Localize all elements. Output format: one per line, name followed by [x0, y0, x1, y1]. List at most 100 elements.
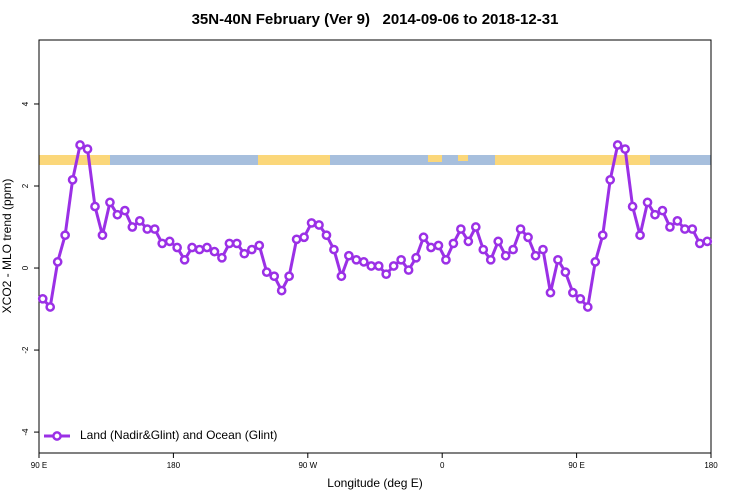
data-point: [254, 240, 265, 251]
data-point: [179, 254, 190, 265]
data-point: [276, 285, 287, 296]
data-point: [470, 222, 481, 232]
data-point: [388, 261, 399, 271]
data-point: [448, 238, 459, 249]
data-point: [105, 197, 115, 208]
data-point: [149, 224, 160, 234]
data-point: [515, 224, 526, 234]
data-point: [291, 234, 302, 245]
data-point: [441, 254, 451, 265]
data-point: [52, 257, 63, 267]
data-point: [157, 238, 168, 249]
legend-label: Land (Nadir&Glint) and Ocean (Glint): [80, 428, 277, 442]
data-point: [75, 140, 85, 150]
data-point: [306, 218, 317, 228]
data-point: [694, 238, 705, 249]
x-tick-label: 90 E: [568, 461, 584, 470]
x-axis-label: Longitude (deg E): [327, 476, 422, 490]
data-point: [269, 271, 280, 282]
data-point: [568, 287, 578, 298]
data-point: [523, 232, 533, 243]
data-point: [687, 224, 698, 234]
data-point: [597, 230, 608, 241]
x-tick-label: 180: [167, 461, 181, 470]
data-point: [194, 244, 205, 255]
surface-band: [39, 155, 711, 165]
data-point: [314, 220, 324, 230]
data-point: [411, 252, 421, 263]
legend-marker: [52, 431, 62, 441]
land-band: [458, 155, 468, 161]
data-point: [127, 222, 138, 232]
x-tick-label: 180: [704, 461, 718, 470]
data-point: [575, 293, 586, 304]
land-band: [39, 155, 110, 165]
data-point: [60, 230, 70, 241]
ocean-band: [650, 155, 711, 165]
data-point: [344, 250, 354, 261]
data-point: [403, 265, 414, 275]
land-band: [495, 155, 650, 165]
data-point: [120, 205, 130, 216]
data-point: [508, 244, 518, 255]
data-point: [134, 216, 145, 226]
data-point: [37, 293, 48, 304]
data-point: [538, 244, 548, 255]
data-point: [209, 246, 220, 257]
y-tick-label: 2: [21, 183, 30, 188]
y-tick-label: -2: [21, 346, 30, 354]
data-point: [90, 201, 100, 212]
data-point: [478, 244, 489, 255]
land-band: [258, 155, 330, 165]
data-point: [680, 224, 690, 234]
plot-frame: [38, 39, 712, 454]
data-point: [112, 209, 123, 220]
data-point: [485, 254, 496, 265]
data-point: [426, 242, 436, 253]
data-point: [381, 269, 392, 280]
data-point: [433, 240, 444, 251]
data-point: [553, 254, 563, 265]
data-point: [530, 250, 541, 261]
data-point: [500, 250, 511, 261]
x-tick-label: 90 E: [31, 461, 47, 470]
data-point: [642, 197, 653, 208]
x-tick-label: 0: [440, 461, 445, 470]
data-point: [232, 238, 242, 249]
data-point: [545, 287, 556, 298]
data-point: [635, 230, 645, 241]
data-point: [284, 271, 294, 282]
data-point: [246, 244, 257, 255]
data-point: [493, 236, 504, 247]
data-point: [657, 205, 668, 216]
y-tick-label: -4: [21, 428, 30, 436]
data-point: [351, 254, 362, 265]
data-point: [627, 201, 638, 212]
data-point: [202, 242, 212, 253]
data-point: [650, 209, 660, 220]
ocean-band: [330, 155, 495, 165]
data-point: [396, 254, 406, 265]
data-point: [702, 236, 713, 247]
data-point: [418, 232, 429, 243]
data-point: [321, 230, 332, 241]
data-point: [373, 261, 384, 271]
data-point: [665, 222, 675, 232]
data-point: [605, 175, 616, 185]
data-point: [456, 224, 466, 234]
data-point: [358, 257, 369, 267]
data-point: [366, 261, 377, 271]
data-point: [82, 144, 93, 154]
data-point: [299, 232, 309, 243]
data-point: [336, 271, 347, 282]
data-point: [560, 267, 571, 277]
data-point: [67, 175, 78, 185]
y-tick-label: 4: [21, 101, 30, 106]
data-point: [172, 242, 182, 253]
data-point: [224, 238, 235, 249]
y-tick-label: 0: [21, 265, 30, 270]
land-band: [428, 155, 442, 162]
y-axis-label: XCO2 - MLO trend (ppm): [0, 179, 14, 314]
data-point: [187, 242, 197, 253]
